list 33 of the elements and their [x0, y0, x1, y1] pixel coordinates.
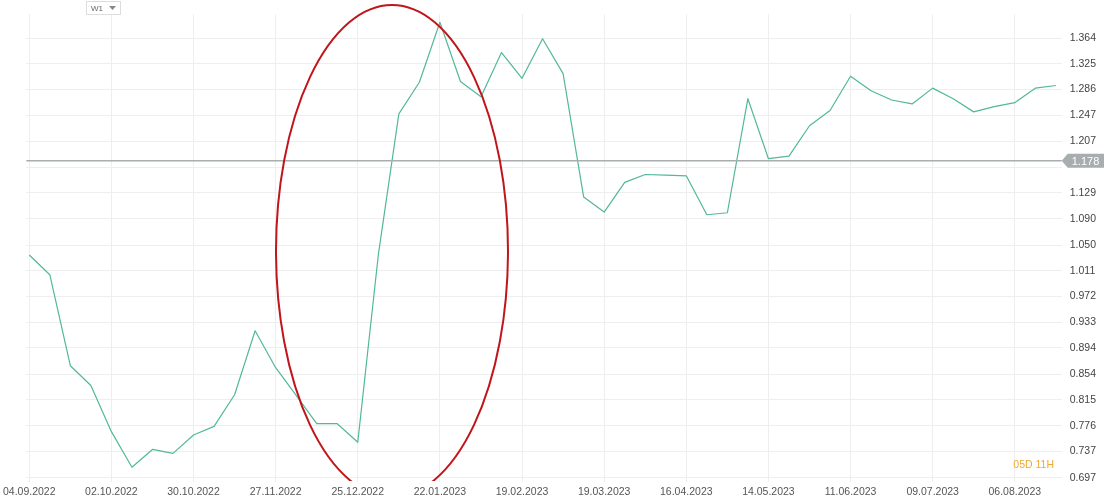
x-tick-label: 25.12.2022	[331, 484, 385, 497]
y-tick-label: 0.972	[1069, 289, 1097, 302]
x-tick-label: 06.08.2023	[988, 484, 1042, 497]
x-tick-label: 22.01.2023	[413, 484, 467, 497]
ref-line-label: 1.178	[1071, 154, 1100, 167]
y-tick-label: 1.090	[1069, 211, 1097, 224]
y-tick-label: 1.286	[1069, 82, 1097, 95]
y-tick-label: 0.815	[1069, 392, 1097, 405]
y-tick-label: 1.050	[1069, 237, 1097, 250]
y-tick-label: 0.933	[1069, 315, 1097, 328]
y-tick-label: 1.364	[1069, 30, 1097, 43]
y-tick-label: 0.894	[1069, 340, 1097, 353]
x-tick-label: 14.05.2023	[742, 484, 795, 497]
x-tick-label: 19.02.2023	[495, 484, 549, 497]
y-tick-label: 1.129	[1069, 185, 1097, 198]
y-tick-label: 0.737	[1069, 444, 1097, 457]
x-tick-label: 27.11.2022	[249, 484, 302, 497]
y-tick-label: 0.854	[1069, 367, 1097, 380]
y-tick-label: 1.247	[1069, 108, 1097, 121]
x-tick-label: 02.10.2022	[85, 484, 138, 497]
annotation: 05D 11H	[1013, 458, 1054, 470]
y-tick-label: 0.776	[1069, 418, 1097, 431]
x-tick-label: 30.10.2022	[167, 484, 220, 497]
y-tick-label: 1.207	[1069, 134, 1097, 147]
x-tick-label: 16.04.2023	[660, 484, 713, 497]
x-tick-label: 04.09.2022	[2, 484, 56, 497]
text: W1	[91, 3, 103, 13]
x-tick-label: 11.06.2023	[824, 484, 877, 497]
y-tick-label: 1.011	[1069, 263, 1096, 276]
x-tick-label: 09.07.2023	[906, 484, 960, 497]
y-tick-label: 1.325	[1069, 56, 1097, 69]
x-tick-label: 19.03.2023	[577, 484, 631, 497]
y-tick-label: 0.697	[1069, 470, 1097, 483]
